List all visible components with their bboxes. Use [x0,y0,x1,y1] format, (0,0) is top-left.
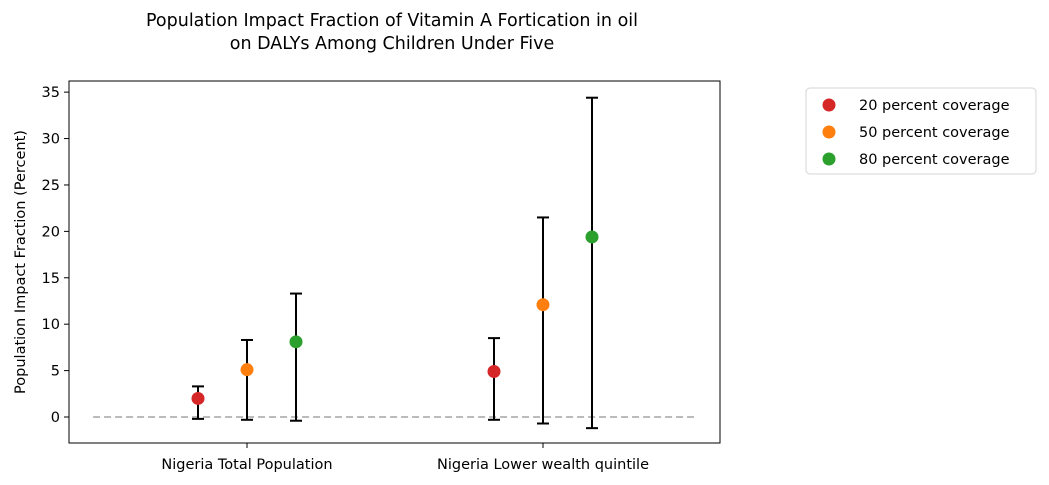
x-tick-label: Nigeria Lower wealth quintile [437,457,649,473]
legend-label: 80 percent coverage [859,152,1010,168]
data-point [240,363,254,377]
data-point [289,335,303,349]
legend-frame [805,87,1037,175]
y-tick-label: 20 [42,224,60,240]
y-tick-label: 30 [42,132,60,148]
x-axis: Nigeria Total Population Nigeria Lower we… [161,443,649,473]
y-axis: 0 5 10 15 20 25 30 35 [42,85,69,426]
y-axis-label: Population Impact Fraction (Percent) [13,130,29,394]
data-points [191,230,599,405]
data-point [191,391,205,405]
y-tick-label: 0 [51,410,60,426]
legend-marker [822,98,836,112]
data-point [536,298,550,312]
legend: 20 percent coverage 50 percent coverage 80… [805,87,1037,175]
x-tick-label: Nigeria Total Population [161,457,332,473]
legend-marker [822,152,836,166]
legend-entries: 20 percent coverage 50 percent coverage 80… [822,98,1010,168]
y-tick-label: 15 [42,271,60,287]
error-bars [192,96,598,430]
y-tick-label: 10 [42,317,60,333]
legend-label: 20 percent coverage [859,98,1010,114]
data-point [487,365,501,379]
y-tick-label: 5 [51,364,60,380]
chart-title: Population Impact Fraction of Vitamin A … [146,11,638,54]
legend-marker [822,125,836,139]
y-tick-label: 35 [42,85,60,101]
plot-area-frame [68,80,721,444]
chart-title-line-2: on DALYs Among Children Under Five [230,34,554,54]
chart-title-line-1: Population Impact Fraction of Vitamin A … [146,11,638,31]
y-tick-label: 25 [42,178,60,194]
legend-label: 50 percent coverage [859,125,1010,141]
data-point [585,230,599,244]
